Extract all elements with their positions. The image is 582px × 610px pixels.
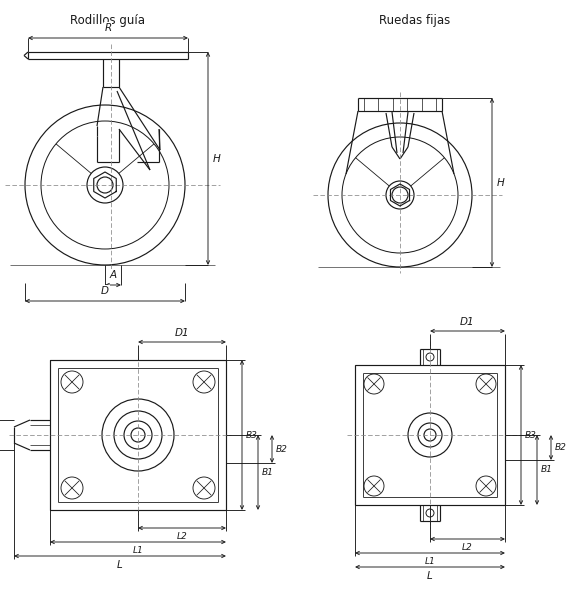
Text: L: L [117,560,123,570]
Text: B3: B3 [525,431,537,439]
Text: L1: L1 [133,546,143,555]
Text: B3: B3 [246,431,258,439]
Bar [50,360,226,510]
Text: L1: L1 [425,557,435,566]
Text: B2: B2 [555,443,567,452]
Text: D: D [101,286,109,296]
Text: H: H [497,178,505,187]
Text: R: R [104,23,112,33]
Text: L2: L2 [462,543,473,552]
Text: L2: L2 [176,532,187,541]
Text: B1: B1 [262,468,274,477]
Text: L: L [427,571,433,581]
Text: D1: D1 [175,328,189,338]
Text: B1: B1 [541,465,553,475]
Text: Ruedas fijas: Ruedas fijas [379,14,450,27]
Text: A: A [109,270,116,280]
Bar [355,365,505,505]
Text: B2: B2 [276,445,288,453]
Text: D1: D1 [460,317,475,327]
Text: Rodillos guía: Rodillos guía [70,14,146,27]
Text: H: H [213,154,221,163]
